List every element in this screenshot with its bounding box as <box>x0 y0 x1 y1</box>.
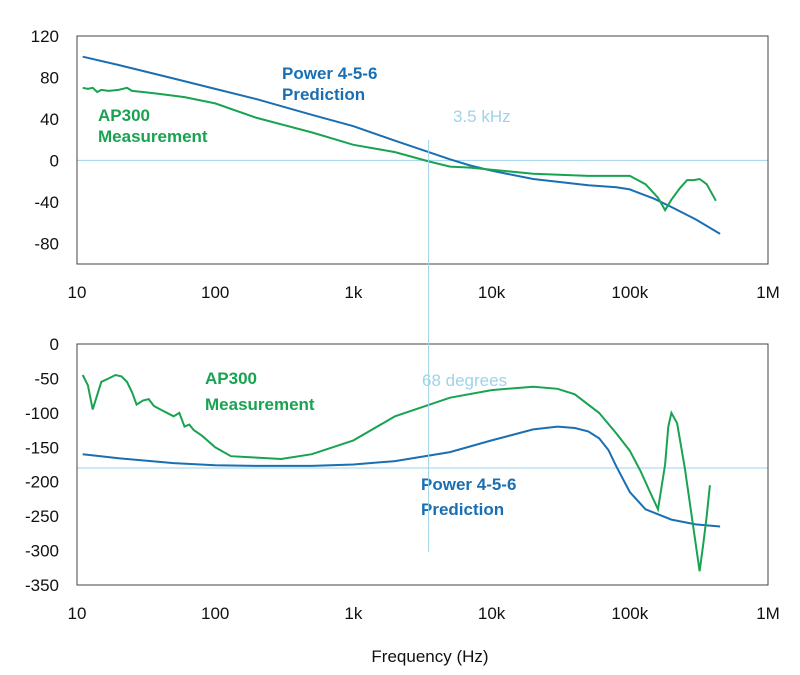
phase-measurement-line <box>81 373 711 572</box>
phase-y-tick-label: -200 <box>25 473 59 492</box>
phase-y-tick-label: -100 <box>25 404 59 423</box>
phase-y-tick-label: -150 <box>25 438 59 457</box>
magnitude-y-tick-label: 40 <box>40 110 59 129</box>
magnitude-prediction-label: Power 4-5-6 Prediction <box>282 64 382 104</box>
magnitude-x-tick-label: 1M <box>756 283 780 302</box>
phase-x-tick-label: 1k <box>344 604 362 623</box>
magnitude-x-tick-label: 100 <box>201 283 229 302</box>
phase-x-tick-label: 1M <box>756 604 780 623</box>
frequency-axis-label: Frequency (Hz) <box>371 647 488 666</box>
magnitude-x-tick-label: 10 <box>68 283 87 302</box>
magnitude-prediction-line <box>82 55 721 235</box>
magnitude-y-tick-label: 120 <box>31 27 59 46</box>
phase-marker-label: 68 degrees <box>422 371 507 390</box>
magnitude-y-tick-label: -40 <box>34 193 59 212</box>
phase-y-tick-label: -300 <box>25 542 59 561</box>
phase-prediction-label: Power 4-5-6 Prediction <box>421 475 521 519</box>
phase-plot: 0-50-100-150-200-250-300-350 10 100 1k 10k 1… <box>25 335 780 666</box>
magnitude-y-ticks: 120 80 40 0 -40 -80 <box>31 27 59 253</box>
phase-y-tick-label: -50 <box>34 369 59 388</box>
phase-prediction-line <box>82 425 721 528</box>
phase-measurement-label: AP300 Measurement <box>205 369 315 414</box>
phase-x-tick-label: 10k <box>478 604 506 623</box>
magnitude-y-tick-label: -80 <box>34 234 59 253</box>
phase-y-tick-label: -350 <box>25 576 59 595</box>
phase-y-tick-label: -250 <box>25 507 59 526</box>
phase-x-tick-label: 100k <box>611 604 648 623</box>
magnitude-x-tick-label: 10k <box>478 283 506 302</box>
magnitude-marker-label: 3.5 kHz <box>453 107 511 126</box>
magnitude-x-tick-label: 100k <box>611 283 648 302</box>
magnitude-measurement-label: AP300 Measurement <box>98 106 208 146</box>
magnitude-x-ticks: 10 100 1k 10k 100k 1M <box>68 283 780 302</box>
phase-x-tick-label: 10 <box>68 604 87 623</box>
phase-y-tick-label: 0 <box>50 335 59 354</box>
phase-plot-frame <box>76 343 769 586</box>
magnitude-plot-frame <box>76 35 769 265</box>
phase-x-ticks: 10 100 1k 10k 100k 1M <box>68 604 780 623</box>
magnitude-y-tick-label: 0 <box>50 151 59 170</box>
phase-y-ticks: 0 -50 -100 -150 -200 -250 -300 -350 <box>25 335 59 595</box>
phase-x-tick-label: 100 <box>201 604 229 623</box>
magnitude-measurement-line <box>82 86 717 213</box>
magnitude-y-tick-label: 80 <box>40 68 59 87</box>
magnitude-x-tick-label: 1k <box>344 283 362 302</box>
